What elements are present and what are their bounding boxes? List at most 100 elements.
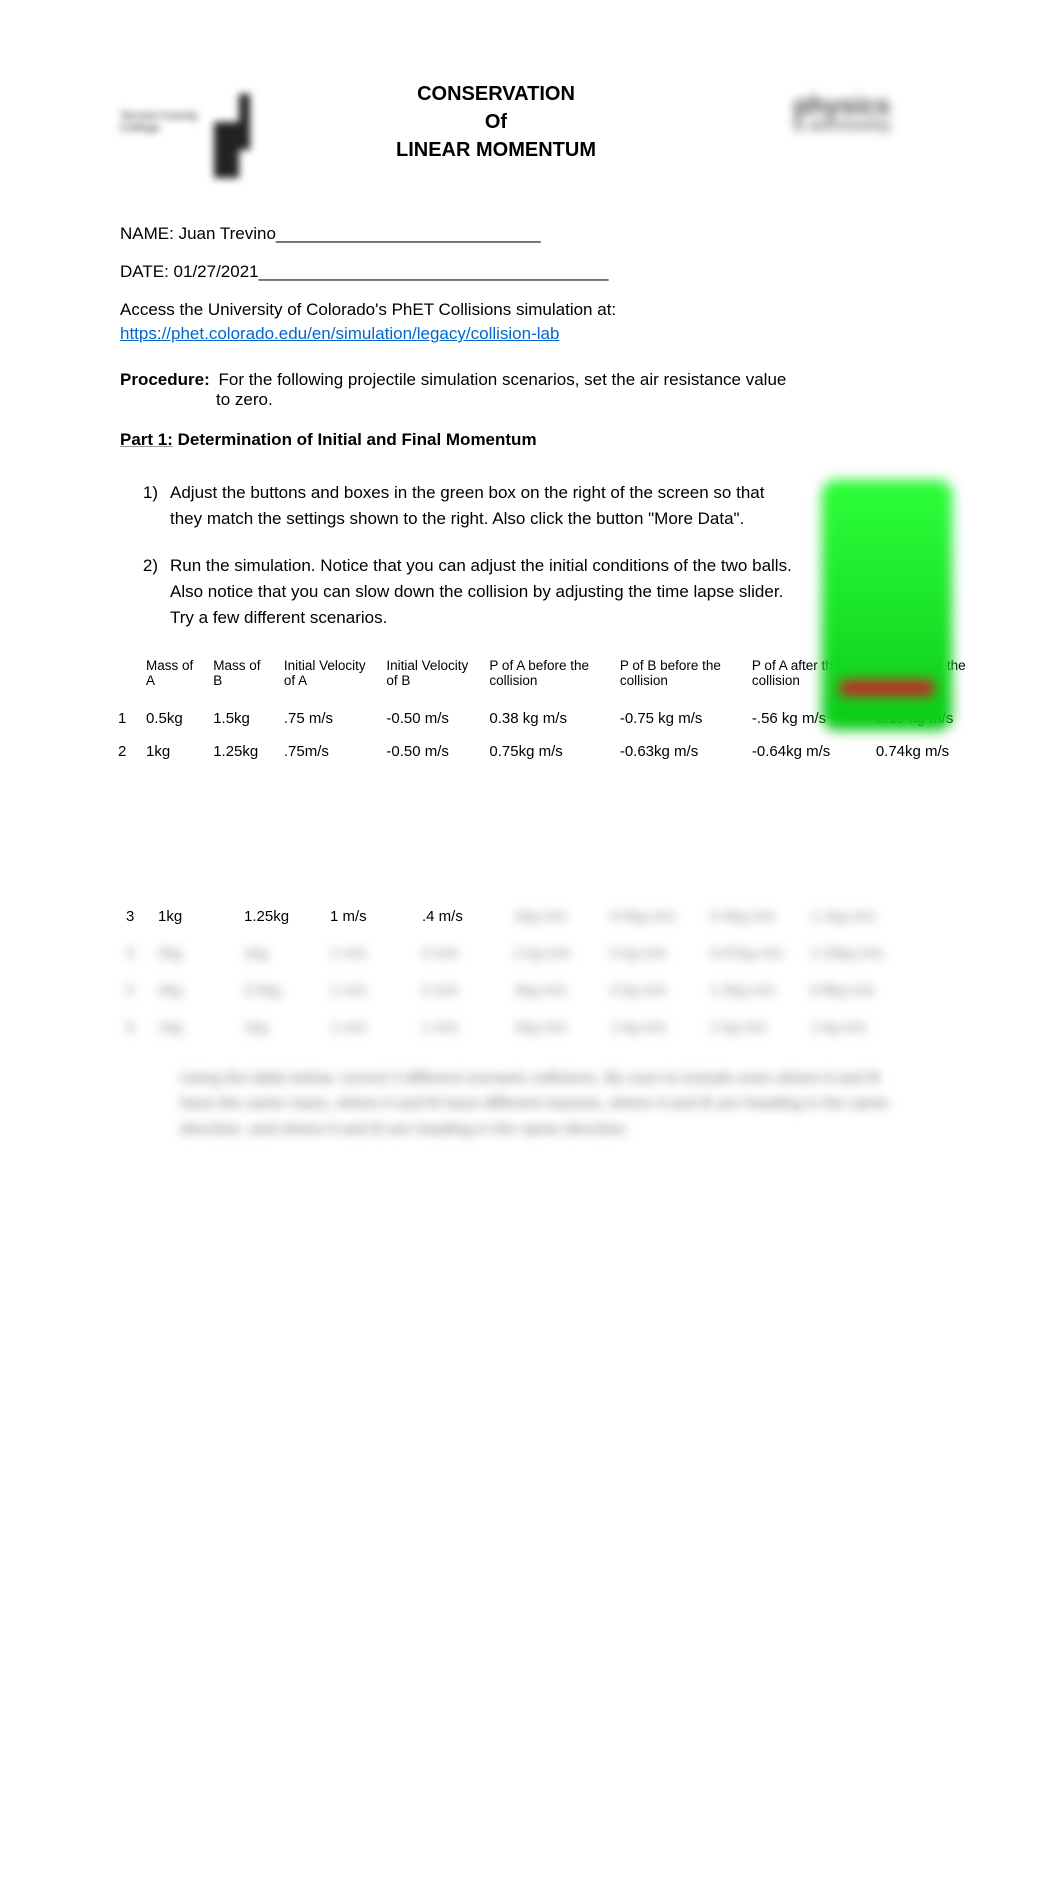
col-iv-b: Initial Velocity of B bbox=[378, 652, 481, 702]
cell: 1.25kg bbox=[236, 904, 322, 929]
name-blank: ____________________________ bbox=[276, 224, 541, 243]
procedure-text-1: For the following projectile simulation … bbox=[218, 370, 786, 389]
cell: 6 bbox=[118, 1015, 150, 1040]
date-blank: _____________________________________ bbox=[259, 262, 609, 281]
cell: 0.67kg m/s bbox=[702, 941, 802, 966]
cell: -0.75 kg m/s bbox=[612, 702, 744, 735]
col-mass-a: Mass of A bbox=[138, 652, 205, 702]
cell: 1 m/s bbox=[322, 978, 414, 1003]
col-rownum bbox=[110, 652, 138, 702]
cell: .75m/s bbox=[276, 735, 379, 768]
date-label: DATE: bbox=[120, 262, 174, 281]
procedure-text-2: to zero. bbox=[216, 390, 273, 409]
cell: 1 kg m/s bbox=[702, 1015, 802, 1040]
cell: 1.25kg bbox=[205, 735, 276, 768]
cell: 1 bbox=[110, 702, 138, 735]
cell: 2kg bbox=[150, 978, 236, 1003]
cell: 0 kg m/s bbox=[602, 941, 702, 966]
table-row: 6 1kg 1kg 1 m/s 1 m/s 1kg m/s 1 kg m/s 1… bbox=[110, 1009, 992, 1046]
cell: 0.75kg m/s bbox=[481, 735, 611, 768]
cell: 1.5kg bbox=[205, 702, 276, 735]
cell: 5 bbox=[118, 978, 150, 1003]
col-pa-before: P of A before the collision bbox=[481, 652, 611, 702]
cell: 1 m/s bbox=[414, 1015, 506, 1040]
col-iv-a: Initial Velocity of A bbox=[276, 652, 379, 702]
cell: 0.5kg bbox=[138, 702, 205, 735]
title-line-1: CONSERVATION bbox=[396, 80, 596, 108]
part-1-heading: Part 1: Determination of Initial and Fin… bbox=[120, 430, 942, 450]
cell: 0.4kg m/s bbox=[702, 904, 802, 929]
cell: -0.63kg m/s bbox=[612, 735, 744, 768]
document-header: Tarrant County College CONSERVATION Of L… bbox=[120, 80, 942, 164]
cell: 4 bbox=[118, 941, 150, 966]
cell: 1kg bbox=[150, 904, 236, 929]
lower-table: 3 1kg 1.25kg 1 m/s .4 m/s 1kg m/s 0.5kg … bbox=[110, 898, 992, 1046]
part-1-title: Determination of Initial and Final Momen… bbox=[178, 430, 537, 449]
cell: 2kg bbox=[150, 941, 236, 966]
date-field: DATE: 01/27/2021________________________… bbox=[120, 262, 942, 282]
cell: 1 m/s bbox=[322, 1015, 414, 1040]
simulation-link[interactable]: https://phet.colorado.edu/en/simulation/… bbox=[120, 324, 559, 343]
procedure-label: Procedure: bbox=[120, 370, 210, 389]
cell: 2 kg m/s bbox=[506, 941, 602, 966]
cell: 1.33kg m/s bbox=[802, 941, 902, 966]
part-1-label: Part 1: bbox=[120, 430, 173, 449]
cell: .75 m/s bbox=[276, 702, 379, 735]
cell: -0.50 m/s bbox=[378, 702, 481, 735]
access-instruction: Access the University of Colorado's PhET… bbox=[120, 300, 942, 320]
cell: 1 m/s bbox=[322, 941, 414, 966]
college-logo: Tarrant County College bbox=[120, 87, 250, 157]
table-row: 4 2kg 1kg 1 m/s 0 m/s 2 kg m/s 0 kg m/s … bbox=[110, 935, 992, 972]
simulation-settings-panel bbox=[822, 480, 952, 730]
cell: 0 m/s bbox=[414, 941, 506, 966]
table-row: 5 2kg 0.5kg 1 m/s 0 m/s 2kg m/s 0 kg m/s… bbox=[110, 972, 992, 1009]
cell: 0.5kg bbox=[236, 978, 322, 1003]
document-title: CONSERVATION Of LINEAR MOMENTUM bbox=[396, 80, 596, 164]
steps-block: 1) Adjust the buttons and boxes in the g… bbox=[120, 480, 942, 768]
college-logo-text: Tarrant County College bbox=[120, 110, 208, 134]
table-row: 2 1kg 1.25kg .75m/s -0.50 m/s 0.75kg m/s… bbox=[110, 735, 992, 768]
title-line-2: Of bbox=[396, 108, 596, 136]
cell: 1 kg m/s bbox=[602, 1015, 702, 1040]
cell: 1kg m/s bbox=[506, 1015, 602, 1040]
cell: 3 bbox=[118, 904, 150, 929]
cell: -0.64kg m/s bbox=[744, 735, 868, 768]
step-1-number: 1) bbox=[130, 480, 170, 533]
name-label: NAME: bbox=[120, 224, 179, 243]
cell: 1kg m/s bbox=[506, 904, 602, 929]
department-logo-sub: & astronomy bbox=[742, 118, 942, 134]
cell: 0.38 kg m/s bbox=[481, 702, 611, 735]
cell: 1.2kg m/s bbox=[702, 978, 802, 1003]
title-line-3: LINEAR MOMENTUM bbox=[396, 136, 596, 164]
blurred-instruction-paragraph: Using the table below, record 3 differen… bbox=[180, 1066, 902, 1143]
cell: 2kg m/s bbox=[506, 978, 602, 1003]
step-1: 1) Adjust the buttons and boxes in the g… bbox=[120, 480, 942, 533]
cell: 1kg bbox=[236, 941, 322, 966]
col-mass-b: Mass of B bbox=[205, 652, 276, 702]
step-2: 2) Run the simulation. Notice that you c… bbox=[120, 553, 942, 632]
cell: 0.5kg m/s bbox=[602, 904, 702, 929]
cell: 1kg bbox=[150, 1015, 236, 1040]
date-value: 01/27/2021 bbox=[174, 262, 259, 281]
cell: -0.50 m/s bbox=[378, 735, 481, 768]
procedure-block: Procedure: For the following projectile … bbox=[120, 370, 942, 410]
cell: 0.74kg m/s bbox=[868, 735, 992, 768]
cell: 0 kg m/s bbox=[602, 978, 702, 1003]
cell: 2 bbox=[110, 735, 138, 768]
cell: 1 m/s bbox=[322, 904, 414, 929]
name-field: NAME: Juan Trevino______________________… bbox=[120, 224, 942, 244]
table-row: 3 1kg 1.25kg 1 m/s .4 m/s 1kg m/s 0.5kg … bbox=[110, 898, 992, 935]
cell: 0.8kg m/s bbox=[802, 978, 902, 1003]
college-logo-mark bbox=[214, 94, 250, 150]
department-logo: physics & astronomy bbox=[742, 92, 942, 152]
col-pb-before: P of B before the collision bbox=[612, 652, 744, 702]
step-2-number: 2) bbox=[130, 553, 170, 632]
name-value: Juan Trevino bbox=[179, 224, 276, 243]
cell: 1.1kg m/s bbox=[802, 904, 902, 929]
cell: .4 m/s bbox=[414, 904, 506, 929]
cell: 0 m/s bbox=[414, 978, 506, 1003]
cell: 1kg bbox=[236, 1015, 322, 1040]
cell: 1kg bbox=[138, 735, 205, 768]
department-logo-text: physics bbox=[742, 92, 942, 118]
cell: 1 kg m/s bbox=[802, 1015, 902, 1040]
